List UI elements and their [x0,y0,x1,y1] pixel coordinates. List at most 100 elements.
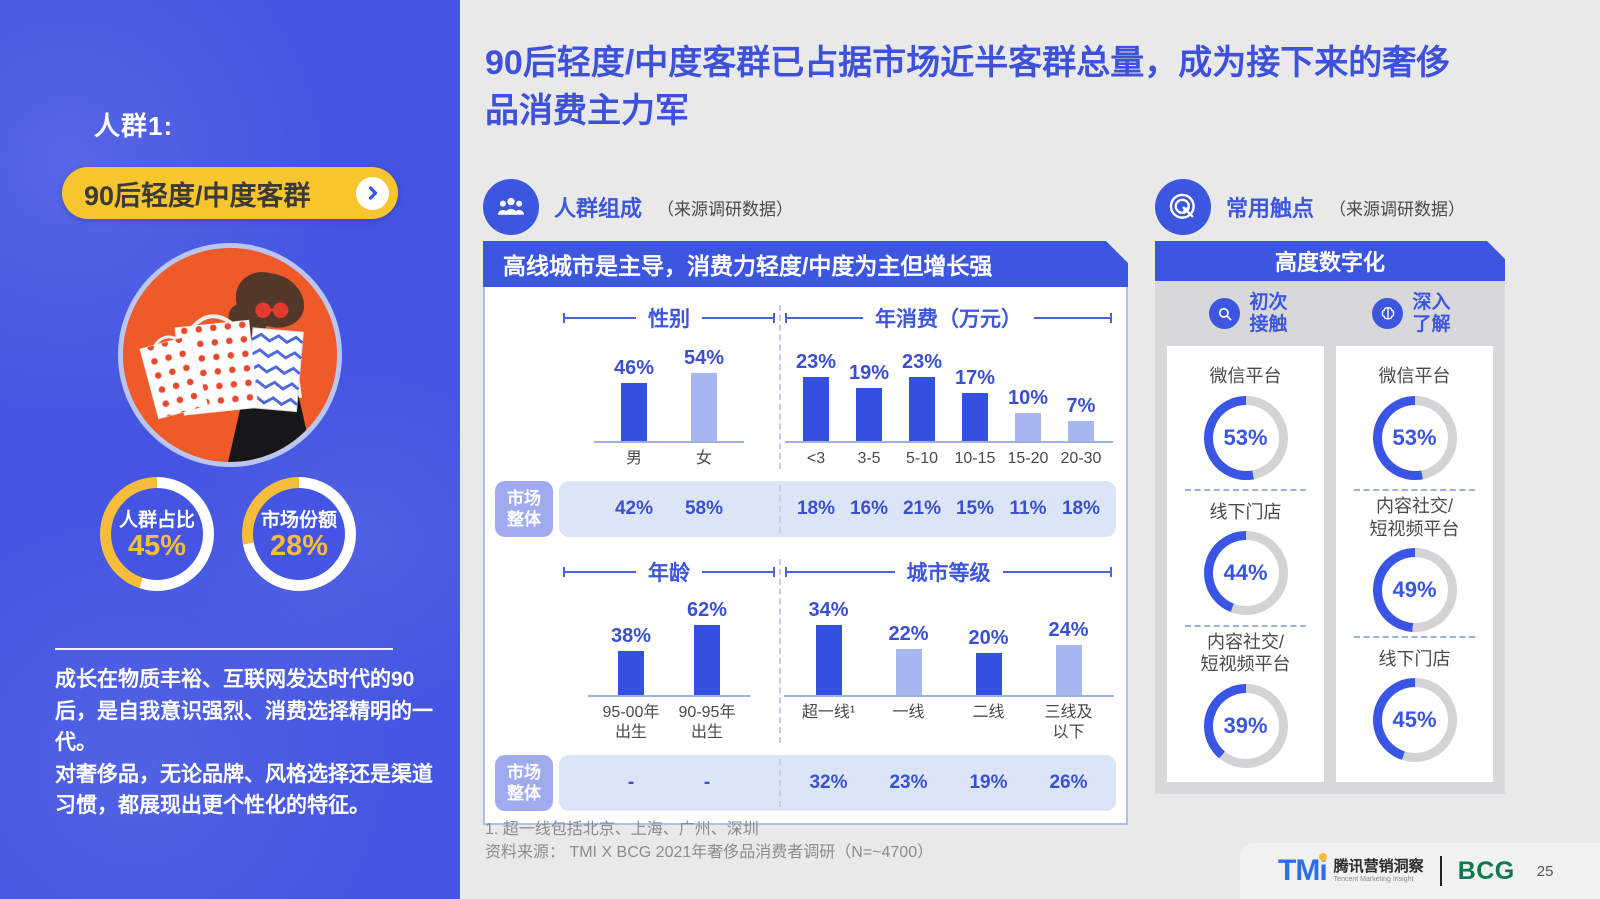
annual-spend-chart: 年消费（万元） 23% 19% 23% 17% 10% 7% <3 3-5 5-10 10-15 1… [781,299,1116,469]
bar-value-label: 7% [1066,395,1096,417]
touchpoint-donut: 44% [1203,531,1288,616]
category-label: <3 [806,450,826,467]
market-overall-value: 16% [849,498,889,519]
chart-row-top: 性别 46% 54% 男 女 年消费（万元） 23% 19% 23% 17% 10% 7% <3 3… [495,291,1116,469]
brain-icon [1372,298,1404,330]
touchpoints-panel-title: 高度数字化 [1155,241,1505,281]
bar-city_tier-1: 22% [869,599,949,695]
composition-section: 人群组成 （来源调研数据） 高线城市是主导，消费力轻度/中度为主但增长强 性别 … [483,178,1128,825]
description-paragraph: 成长在物质丰裕、互联网发达时代的90后，是自我意识强烈、消费选择精明的一代。 [55,668,433,754]
market-overall-value: 15% [955,498,995,519]
market-overall-value: 11% [1009,498,1047,519]
column-header-label: 初次 接触 [1249,292,1288,335]
footnote: 资料来源： TMI X BCG 2021年奢侈品消费者调研（N=~4700） [485,844,934,862]
dashed-divider [779,559,781,743]
chevron-right-icon[interactable] [356,176,389,210]
sidebar: 人群1: 90后轻度/中度客群 [0,0,460,899]
footnotes: 1. 超一线包括北京、上海、广州、深圳 资料来源： TMI X BCG 2021… [485,818,933,864]
bar-value-label: 62% [686,599,728,621]
bar-annual_spend-3: 17% [949,345,1002,441]
first-contact-card: 微信平台 53% 线下门店 44% 内容社交/ 短视频平台 39% [1167,345,1324,782]
stat-label: 人群占比 [118,510,195,531]
touchpoint-item: 微信平台 53% [1340,356,1489,490]
chart-row-bottom: 年龄 38% 62% 95-00年 出生 90-95年 出生 城市等级 34% 22% 2… [495,537,1116,743]
touchpoint-donut: 45% [1372,678,1457,763]
category-label: 女 [695,450,712,467]
touchpoints-panel: 初次 接触 深入 了解 微信平台 53% 线下门店 44% 内容社交/ 短视频平台 39% [1155,281,1505,794]
bar-value-label: 34% [808,599,849,621]
bar-city_tier-2: 20% [949,599,1029,695]
axis-baseline [784,441,1113,443]
bar-gender-1: 54% [669,345,739,441]
bar [856,388,882,441]
market-overall-value: 58% [684,498,724,519]
bar [975,653,1002,695]
touchpoint-donut: 53% [1203,395,1288,480]
bar-value-label: 46% [613,357,655,379]
section-title: 常用触点 [1226,196,1315,221]
touchpoint-item: 内容社交/ 短视频平台 49% [1340,491,1489,636]
bar-value-label: 38% [610,625,652,647]
market-overall-value: 18% [1061,498,1101,519]
touchpoint-label: 线下门店 [1209,501,1282,522]
dashed-divider [779,305,781,469]
bar-value-label: 17% [954,367,996,389]
market-overall-value: 18% [796,498,836,519]
divider [1439,856,1442,886]
stat-value: 28% [269,530,329,562]
deep-learn-header: 深入 了解 [1330,292,1493,336]
first-contact-header: 初次 接触 [1167,292,1330,336]
category-label: 10-15 [954,450,996,467]
bar [909,377,935,441]
touchpoint-item: 内容社交/ 短视频平台 39% [1171,627,1320,772]
bar [815,625,842,695]
bar-annual_spend-5: 7% [1055,345,1108,441]
category-label: 男 [625,450,642,467]
deep-learn-card: 微信平台 53% 内容社交/ 短视频平台 49% 线下门店 45% [1336,345,1493,782]
group-pill-label: 90后轻度/中度客群 [84,180,311,211]
bar-value-label: 23% [795,351,837,373]
composition-panel: 性别 46% 54% 男 女 年消费（万元） 23% 19% 23% 17% 10% 7% <3 3… [483,287,1128,825]
group-pill[interactable]: 90后轻度/中度客群 [62,167,398,219]
description-paragraph: 对奢侈品，无论品牌、风格选择还是渠道习惯，都展现出更个性化的特征。 [55,762,433,818]
composition-panel-title: 高线城市是主导，消费力轻度/中度为主但增长强 [483,241,1128,287]
chart-title: 性别 [648,308,690,331]
market-share-donut: 市场份额 28% [242,477,356,591]
tmi-english-name: Tencent Marketing Insight [1333,875,1414,883]
shopper-illustration [123,248,337,462]
market-overall-value: 32% [809,772,848,793]
bar [621,383,647,441]
bar [1068,421,1094,441]
footer-logo-bar: TM i 腾讯营销洞察 Tencent Marketing Insight BCG… [1240,843,1600,899]
axis-baseline [588,695,750,697]
chart-title: 城市等级 [906,562,991,585]
category-label: 95-00年 出生 [602,704,660,741]
category-label: 三线及 以下 [1044,704,1093,741]
source-note: （来源调研数据） [657,199,794,219]
donut-value: 45% [1392,707,1437,733]
chart-title: 年龄 [648,562,690,585]
bar [618,651,644,695]
bar-age-0: 38% [593,599,669,695]
tmi-logo-text: TM [1278,854,1320,887]
touchpoint-label: 线下门店 [1378,648,1451,669]
market-overall-value: - [627,772,635,793]
axis-baseline [783,695,1114,697]
market-overall-row: 市场 整体 - - 32% 23% 19% 26% [495,755,1116,811]
main-content: 90后轻度/中度客群已占据市场近半客群总量，成为接下来的奢侈品消费主力军 人群组… [460,0,1600,899]
bar-annual_spend-2: 23% [896,345,949,441]
divider [55,648,393,650]
tmi-logo: TM i [1278,853,1328,888]
market-overall-value: 23% [889,772,928,793]
category-label: 3-5 [857,450,881,467]
bar [1015,413,1041,441]
touchpoint-item: 线下门店 44% [1171,491,1320,625]
bar [694,625,720,695]
donut-value: 44% [1223,560,1268,586]
market-overall-row: 市场 整体 42% 58% 18% 16% 21% 15% 11% 18% [495,481,1116,537]
population-share-donut: 人群占比 45% [100,477,214,591]
donut-value: 53% [1223,424,1268,450]
bar [803,377,829,441]
market-overall-badge: 市场 整体 [495,755,553,811]
category-label: 5-10 [905,450,939,467]
